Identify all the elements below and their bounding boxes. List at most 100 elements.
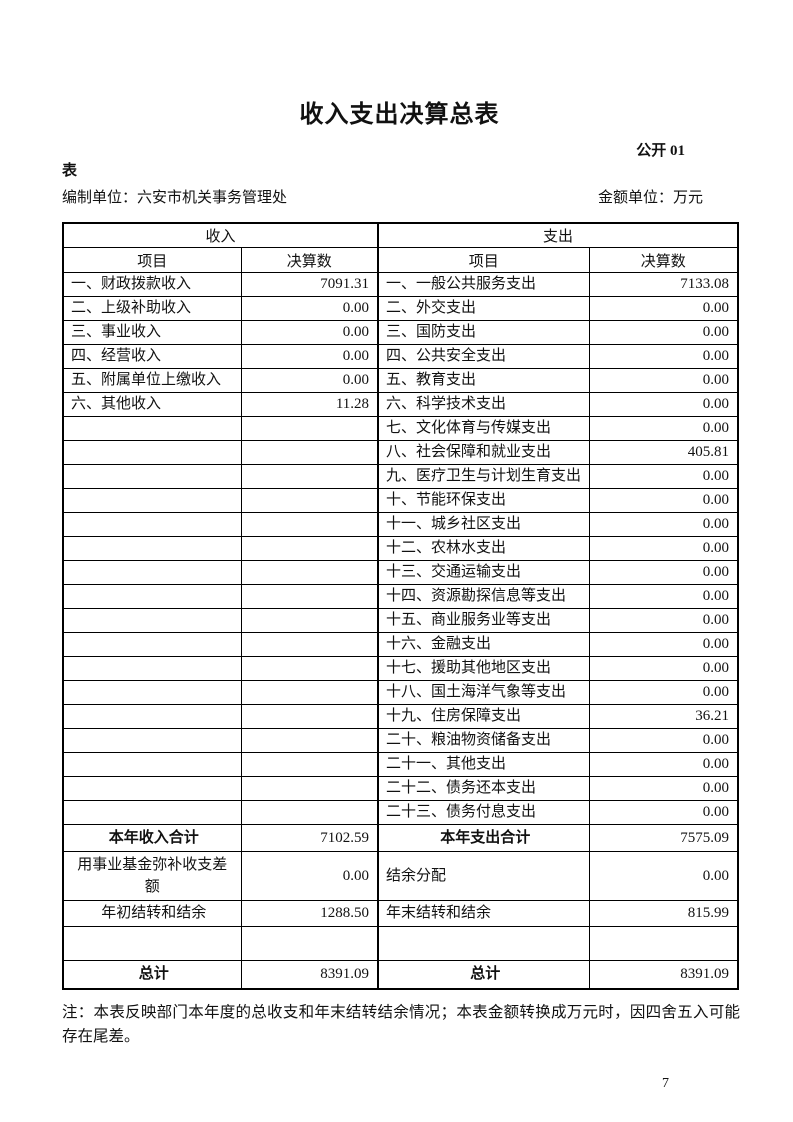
income-amount-cell: 1288.50 xyxy=(240,900,379,928)
expense-amount-cell: 36.21 xyxy=(588,704,739,730)
expense-item-cell: 八、社会保障和就业支出 xyxy=(377,440,590,466)
income-item-cell xyxy=(62,776,242,802)
table-row: 十四、资源勘探信息等支出 0.00 xyxy=(62,584,739,610)
income-item-cell xyxy=(62,704,242,730)
amount-unit-label: 金额单位：万元 xyxy=(597,189,703,206)
income-amount-cell: 0.00 xyxy=(240,320,379,346)
table-row: 十、节能环保支出 0.00 xyxy=(62,488,739,514)
expense-item-cell: 十八、国土海洋气象等支出 xyxy=(377,680,590,706)
table-row: 七、文化体育与传媒支出 0.00 xyxy=(62,416,739,442)
expense-amount-cell: 815.99 xyxy=(588,900,739,928)
income-amount-cell: 11.28 xyxy=(240,392,379,418)
income-amount-cell xyxy=(240,416,379,442)
expense-amount-cell: 0.00 xyxy=(588,851,739,902)
expense-item-cell: 年末结转和结余 xyxy=(377,900,590,928)
income-amount-cell xyxy=(240,704,379,730)
income-item-cell: 六、其他收入 xyxy=(62,392,242,418)
expense-item-cell: 十五、商业服务业等支出 xyxy=(377,608,590,634)
income-item-cell xyxy=(62,584,242,610)
income-amount-cell xyxy=(240,512,379,538)
table-row: 二十三、债务付息支出 0.00 xyxy=(62,800,739,826)
expense-amount-cell: 0.00 xyxy=(588,344,739,370)
table-row: 二十一、其他支出 0.00 xyxy=(62,752,739,778)
income-amount-cell xyxy=(240,632,379,658)
expense-amount-cell: 0.00 xyxy=(588,800,739,826)
income-amount-cell xyxy=(240,440,379,466)
expense-item-cell: 十四、资源勘探信息等支出 xyxy=(377,584,590,610)
expense-amount-cell: 0.00 xyxy=(588,752,739,778)
income-item-cell xyxy=(62,656,242,682)
table-row: 四、经营收入 0.00 四、公共安全支出 0.00 xyxy=(62,344,739,370)
expense-item-cell: 三、国防支出 xyxy=(377,320,590,346)
accounts-table: 收入 支出 项目 决算数 项目 决算数 一、财政拨款收入 7091.31 一、一般公… xyxy=(62,221,740,991)
expense-item-cell: 五、教育支出 xyxy=(377,368,590,394)
expense-item-cell: 四、公共安全支出 xyxy=(377,344,590,370)
income-item-cell xyxy=(62,680,242,706)
income-item-cell: 二、上级补助收入 xyxy=(62,296,242,322)
table-row: 二十二、债务还本支出 0.00 xyxy=(62,776,739,802)
table-row: 十一、城乡社区支出 0.00 xyxy=(62,512,739,538)
income-item-cell: 本年收入合计 xyxy=(62,824,242,853)
expense-item-cell: 总计 xyxy=(377,960,590,990)
income-section-header: 收入 xyxy=(62,222,379,249)
expense-item-cell: 十一、城乡社区支出 xyxy=(377,512,590,538)
table-word-label: 表 xyxy=(62,163,78,179)
expense-item-cell: 九、医疗卫生与计划生育支出 xyxy=(377,464,590,490)
expense-amount-cell: 0.00 xyxy=(588,464,739,490)
income-item-cell xyxy=(62,728,242,754)
expense-item-cell: 六、科学技术支出 xyxy=(377,392,590,418)
table-row: 本年收入合计 7102.59 本年支出合计 7575.09 xyxy=(62,824,739,853)
income-amount-cell: 0.00 xyxy=(240,851,379,902)
expense-amount-cell: 7575.09 xyxy=(588,824,739,853)
table-row: 十九、住房保障支出 36.21 xyxy=(62,704,739,730)
income-amount-cell xyxy=(240,752,379,778)
expense-amount-cell: 0.00 xyxy=(588,680,739,706)
income-item-cell xyxy=(62,440,242,466)
income-amount-cell xyxy=(240,800,379,826)
expense-amount-cell: 0.00 xyxy=(588,584,739,610)
expense-amount-cell: 0.00 xyxy=(588,560,739,586)
income-item-cell: 年初结转和结余 xyxy=(62,900,242,928)
income-item-cell xyxy=(62,464,242,490)
section-header-row: 收入 支出 xyxy=(62,222,739,249)
income-item-cell xyxy=(62,488,242,514)
table-row: 总计 8391.09 总计 8391.09 xyxy=(62,960,739,990)
expense-amount-column-header: 决算数 xyxy=(588,247,739,274)
income-amount-cell xyxy=(240,608,379,634)
table-row: 十六、金融支出 0.00 xyxy=(62,632,739,658)
income-item-cell xyxy=(62,800,242,826)
table-row: 用事业基金弥补收支差额 0.00 结余分配 0.00 xyxy=(62,851,739,902)
income-item-cell: 用事业基金弥补收支差额 xyxy=(62,851,242,902)
table-row: 二、上级补助收入 0.00 二、外交支出 0.00 xyxy=(62,296,739,322)
income-amount-cell xyxy=(240,926,379,962)
meta-row: 编制单位：六安市机关事务管理处 金额单位：万元 xyxy=(62,186,737,207)
expense-amount-cell xyxy=(588,926,739,962)
expense-item-cell: 十六、金融支出 xyxy=(377,632,590,658)
table-row xyxy=(62,926,739,962)
income-item-cell xyxy=(62,560,242,586)
expense-amount-cell: 0.00 xyxy=(588,536,739,562)
income-amount-cell: 8391.09 xyxy=(240,960,379,990)
income-amount-column-header: 决算数 xyxy=(240,247,379,274)
column-header-row: 项目 决算数 项目 决算数 xyxy=(62,247,739,274)
expense-item-cell: 二十二、债务还本支出 xyxy=(377,776,590,802)
page-title: 收入支出决算总表 xyxy=(299,102,500,128)
expense-amount-cell: 0.00 xyxy=(588,320,739,346)
table-row: 九、医疗卫生与计划生育支出 0.00 xyxy=(62,464,739,490)
page-number: 7 xyxy=(662,1076,669,1092)
income-item-cell: 三、事业收入 xyxy=(62,320,242,346)
income-amount-cell: 0.00 xyxy=(240,368,379,394)
income-amount-cell: 7091.31 xyxy=(240,272,379,298)
footnote: 注：本表反映部门本年度的总收支和年末结转结余情况；本表金额转换成万元时，因四舍五… xyxy=(62,1004,740,1046)
expense-item-cell: 本年支出合计 xyxy=(377,824,590,853)
income-amount-cell xyxy=(240,656,379,682)
expense-item-cell: 十二、农林水支出 xyxy=(377,536,590,562)
doc-code-label: 公开 01 xyxy=(636,143,685,159)
income-item-cell xyxy=(62,632,242,658)
income-amount-cell xyxy=(240,488,379,514)
table-row: 五、附属单位上缴收入 0.00 五、教育支出 0.00 xyxy=(62,368,739,394)
table-row: 十二、农林水支出 0.00 xyxy=(62,536,739,562)
expense-item-cell: 二十三、债务付息支出 xyxy=(377,800,590,826)
income-amount-cell: 7102.59 xyxy=(240,824,379,853)
